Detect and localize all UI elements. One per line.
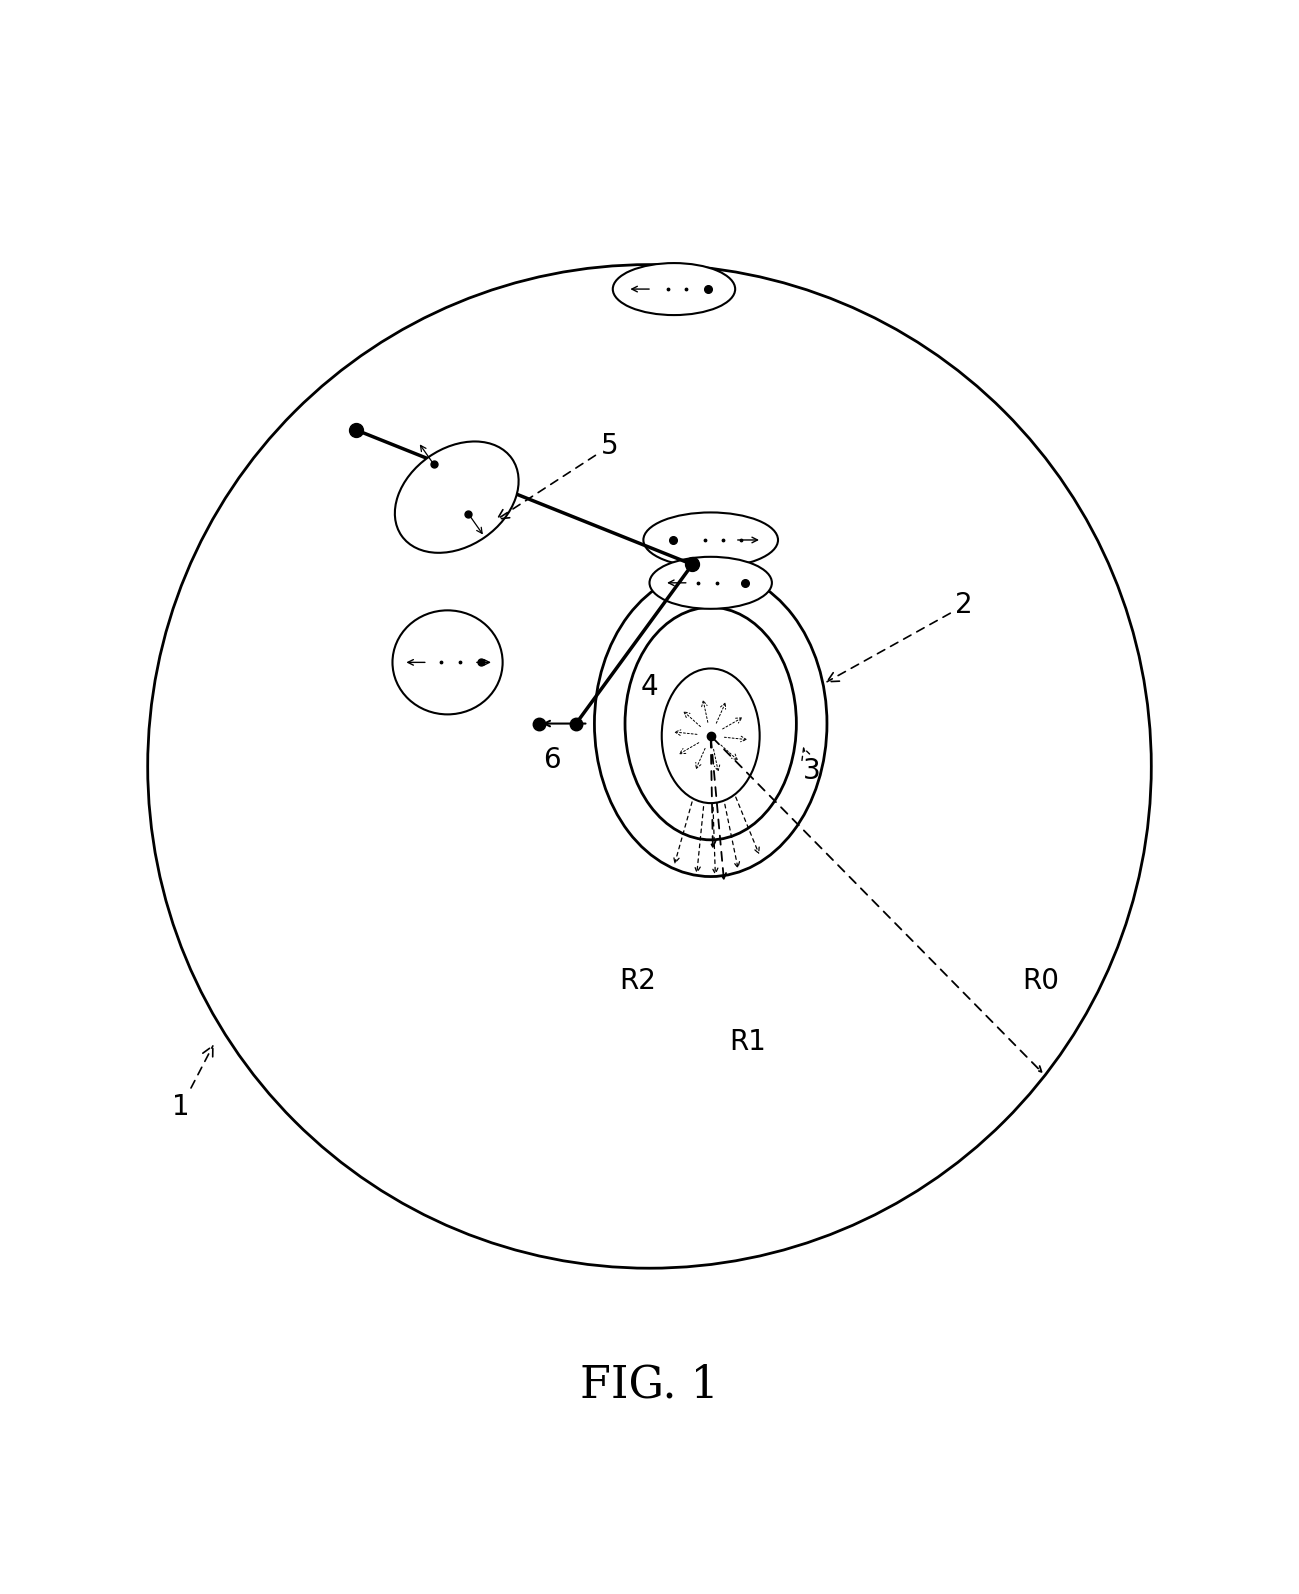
Text: 4: 4 — [640, 673, 659, 701]
Text: 5: 5 — [498, 432, 618, 520]
Ellipse shape — [613, 263, 735, 316]
Text: 2: 2 — [827, 591, 973, 682]
Text: 6: 6 — [543, 746, 560, 775]
Ellipse shape — [392, 611, 503, 714]
Ellipse shape — [395, 442, 518, 553]
Text: FIG. 1: FIG. 1 — [581, 1363, 718, 1406]
Ellipse shape — [650, 556, 772, 609]
Text: 3: 3 — [801, 748, 820, 784]
Ellipse shape — [643, 512, 778, 567]
Text: 1: 1 — [173, 1046, 213, 1121]
Text: R2: R2 — [618, 966, 656, 995]
Text: R1: R1 — [729, 1028, 766, 1055]
Text: R0: R0 — [1022, 966, 1060, 995]
